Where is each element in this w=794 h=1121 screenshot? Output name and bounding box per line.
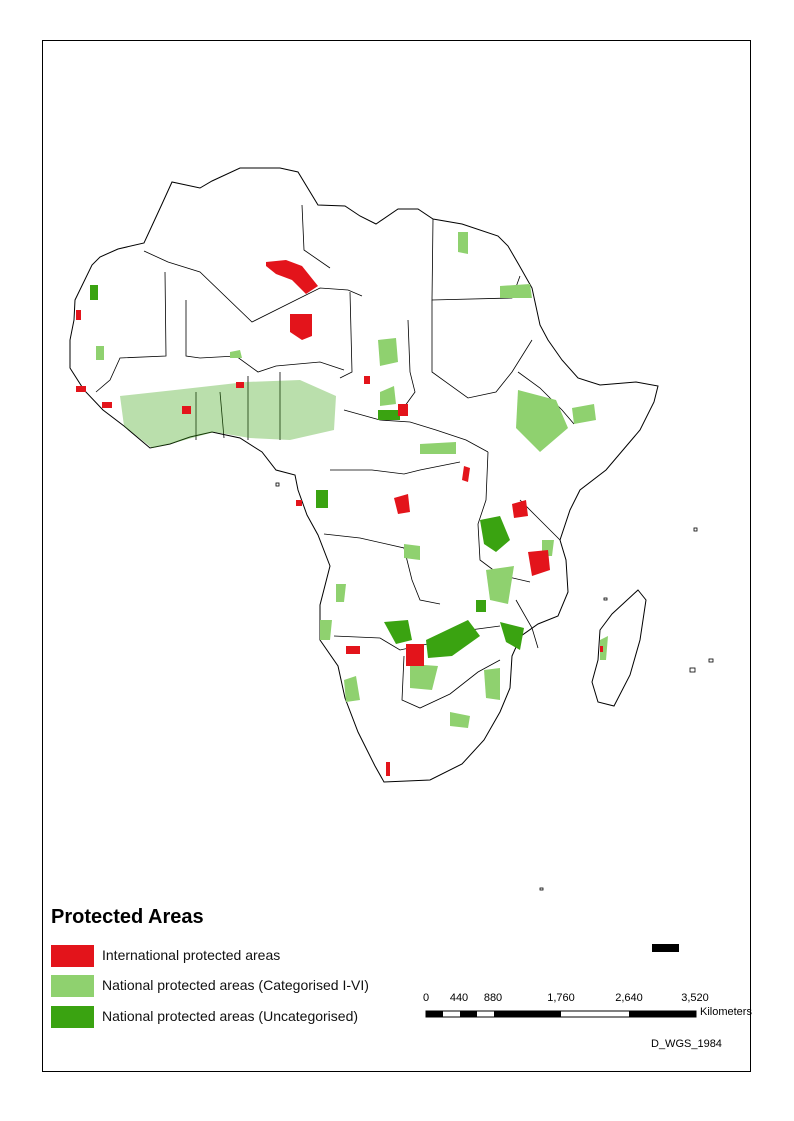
legend-swatch-categorised	[51, 975, 94, 997]
legend-title: Protected Areas	[51, 906, 204, 928]
country-borders	[95, 204, 575, 709]
legend-label-categorised: National protected areas (Categorised I-…	[102, 977, 369, 993]
scale-tick-label: 0	[422, 992, 430, 1004]
scale-tick-label: 3,520	[681, 992, 709, 1004]
madagascar	[591, 589, 647, 707]
scale-tick-label: 880	[483, 992, 503, 1004]
islands	[275, 482, 714, 891]
africa-landmass	[69, 167, 659, 783]
scale-unit-label: Kilometers	[700, 1006, 752, 1018]
uncategorised-areas	[90, 285, 524, 658]
scale-tick-label: 2,640	[615, 992, 643, 1004]
continent-outline	[69, 167, 714, 891]
scale-tick-label: 440	[449, 992, 469, 1004]
datum-label: D_WGS_1984	[651, 1038, 722, 1050]
categorised-areas	[96, 232, 608, 728]
north-bar-marker	[652, 944, 679, 952]
scale-tick-label: 1,760	[547, 992, 575, 1004]
legend-swatch-uncategorised	[51, 1006, 94, 1028]
legend-swatch-international	[51, 945, 94, 967]
legend-label-uncategorised: National protected areas (Uncategorised)	[102, 1008, 359, 1024]
international-areas	[76, 260, 603, 776]
scale-bar	[425, 1010, 697, 1018]
legend-label-international: International protected areas	[102, 947, 281, 963]
